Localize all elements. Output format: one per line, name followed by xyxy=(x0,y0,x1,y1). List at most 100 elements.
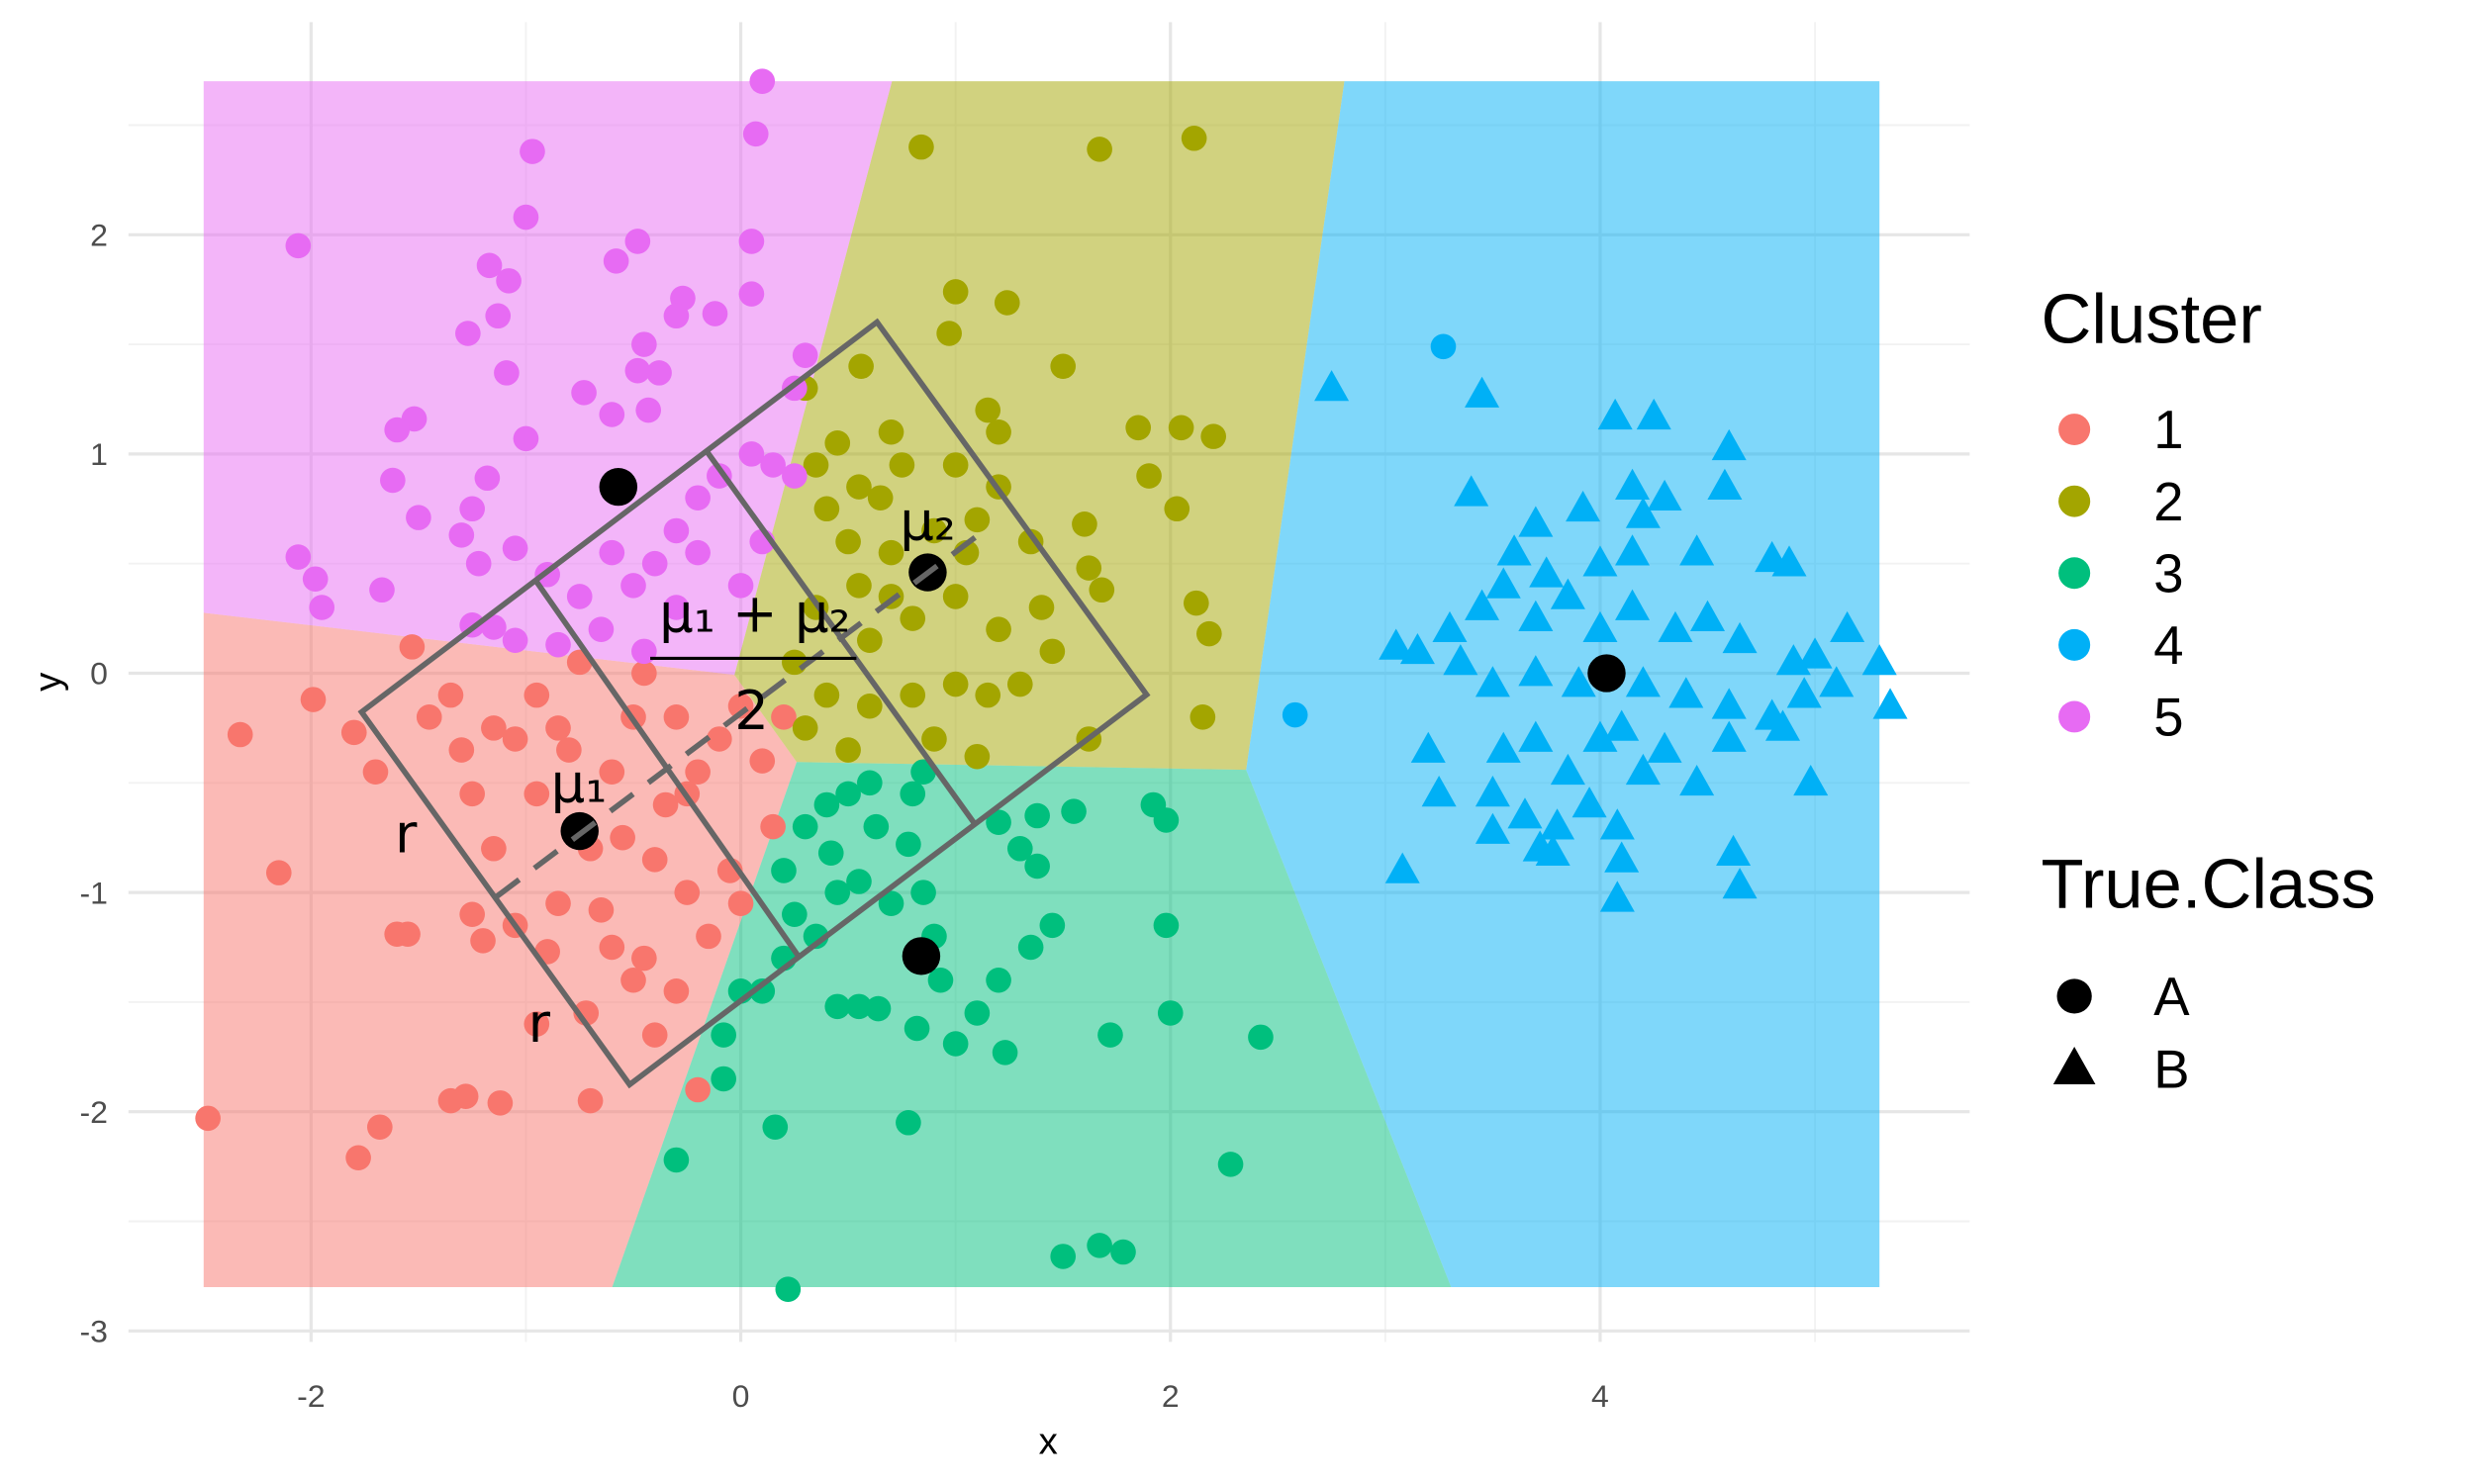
point xyxy=(1529,556,1565,588)
legend-key xyxy=(2058,485,2091,517)
point xyxy=(1050,353,1077,380)
point xyxy=(964,1000,991,1026)
point xyxy=(1625,666,1661,697)
point xyxy=(1599,808,1635,840)
point xyxy=(502,535,528,561)
point xyxy=(792,813,818,840)
point xyxy=(265,860,292,885)
point xyxy=(1711,688,1747,719)
point xyxy=(1518,600,1554,631)
point xyxy=(1679,534,1715,566)
point xyxy=(975,682,1001,708)
y-tick-label: 0 xyxy=(90,656,108,692)
point xyxy=(856,627,883,654)
point xyxy=(1582,610,1618,643)
point xyxy=(470,928,496,954)
point xyxy=(641,847,668,873)
point xyxy=(803,452,829,478)
legend-key xyxy=(2052,1046,2096,1084)
point xyxy=(1475,812,1510,844)
point xyxy=(646,360,672,386)
point xyxy=(384,417,411,443)
point xyxy=(416,704,442,730)
point xyxy=(904,1015,930,1042)
point xyxy=(889,452,915,478)
point xyxy=(1830,610,1865,643)
y-tick-label: -3 xyxy=(79,1314,107,1349)
point xyxy=(994,290,1020,316)
point xyxy=(824,993,851,1020)
point xyxy=(599,402,625,427)
point xyxy=(496,268,522,294)
point xyxy=(711,1022,737,1048)
point xyxy=(848,353,874,380)
point xyxy=(1089,577,1115,603)
point xyxy=(1571,787,1607,818)
point xyxy=(603,248,629,274)
point xyxy=(1797,637,1833,669)
point xyxy=(1535,834,1570,867)
legend-title: Cluster xyxy=(2042,279,2262,357)
point xyxy=(502,726,528,752)
point xyxy=(513,204,539,231)
point xyxy=(1248,1024,1274,1051)
point xyxy=(824,430,851,456)
point xyxy=(476,252,503,279)
point xyxy=(927,967,954,993)
point xyxy=(459,496,485,522)
point xyxy=(465,550,492,577)
y-tick-label: -2 xyxy=(79,1094,107,1130)
point xyxy=(399,634,426,660)
point xyxy=(1604,709,1640,741)
point xyxy=(631,945,657,972)
point xyxy=(545,631,571,658)
point xyxy=(1582,545,1618,577)
point xyxy=(921,726,947,752)
point xyxy=(624,357,651,384)
point xyxy=(406,505,431,530)
point xyxy=(1168,415,1194,441)
point xyxy=(986,967,1011,993)
point xyxy=(1690,600,1726,631)
point xyxy=(309,595,335,620)
point xyxy=(1061,798,1087,824)
point xyxy=(448,737,475,763)
point xyxy=(685,1076,711,1103)
point xyxy=(1196,620,1222,647)
point xyxy=(1679,764,1715,796)
point xyxy=(1432,610,1468,643)
point xyxy=(1485,731,1521,763)
point xyxy=(631,638,657,665)
point xyxy=(663,978,690,1004)
point xyxy=(1615,589,1651,620)
point xyxy=(1615,468,1651,500)
point xyxy=(1550,753,1585,786)
point xyxy=(942,279,969,305)
point xyxy=(1566,490,1601,522)
point xyxy=(624,229,651,254)
x-tick-label: -2 xyxy=(297,1378,325,1414)
point xyxy=(792,715,818,741)
point xyxy=(867,485,894,510)
point xyxy=(384,921,411,947)
point xyxy=(1454,475,1489,507)
point xyxy=(599,934,625,961)
point xyxy=(620,967,646,993)
point xyxy=(942,584,969,609)
point xyxy=(1786,677,1822,708)
point xyxy=(1039,912,1066,939)
x-axis-title: x xyxy=(1039,1421,1058,1463)
point xyxy=(362,759,389,785)
point xyxy=(663,1147,690,1173)
point xyxy=(749,748,776,774)
point xyxy=(942,1031,969,1057)
point xyxy=(631,331,657,357)
point xyxy=(775,1276,802,1302)
point xyxy=(1384,852,1420,883)
point xyxy=(921,517,947,544)
point xyxy=(610,824,635,851)
point xyxy=(481,715,507,741)
x-tick-label: 4 xyxy=(1591,1378,1609,1414)
point xyxy=(742,121,769,147)
point xyxy=(813,791,840,818)
